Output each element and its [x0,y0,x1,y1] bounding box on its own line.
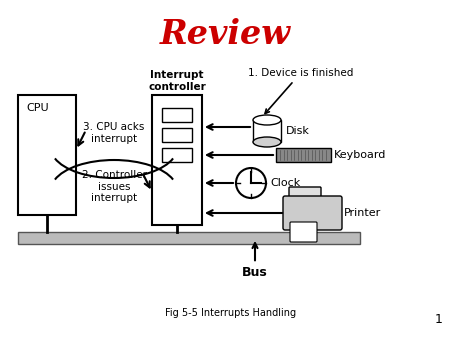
Bar [162,148,192,162]
Bar [276,148,331,162]
Text: Review: Review [159,18,291,51]
Text: 2. Controller
issues
interrupt: 2. Controller issues interrupt [81,170,147,203]
Circle shape [236,168,266,198]
Bar [162,108,192,122]
FancyBboxPatch shape [289,187,321,201]
FancyBboxPatch shape [290,222,317,242]
Text: 3. CPU acks
interrupt: 3. CPU acks interrupt [83,122,145,144]
Text: 1. Device is finished: 1. Device is finished [248,68,353,114]
Ellipse shape [253,115,281,125]
Bar [253,120,281,142]
Text: Printer: Printer [344,208,381,218]
Text: 1: 1 [435,313,443,326]
FancyBboxPatch shape [283,196,342,230]
Text: Fig 5-5 Interrupts Handling: Fig 5-5 Interrupts Handling [165,308,296,318]
Text: Bus: Bus [242,243,268,279]
Ellipse shape [253,137,281,147]
Bar [152,95,202,225]
Bar [18,95,76,215]
Text: Keyboard: Keyboard [334,150,387,160]
Text: Clock: Clock [270,178,300,188]
Bar [162,128,192,142]
Text: CPU: CPU [26,103,49,113]
Text: Disk: Disk [286,126,310,136]
Text: Interrupt
controller: Interrupt controller [148,70,206,92]
Bar [18,232,360,244]
